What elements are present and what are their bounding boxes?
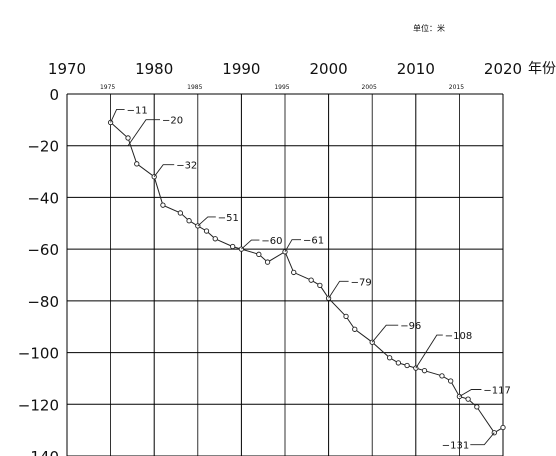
- series-line: [110, 122, 504, 434]
- data-point: [256, 251, 262, 257]
- x-major-tick-label: 2020: [484, 60, 522, 78]
- x-minor-tick-label: 2015: [449, 84, 464, 91]
- annotation-leader: [197, 216, 216, 227]
- annotation-label: −32: [176, 161, 197, 172]
- x-major-tick-label: 1980: [135, 60, 173, 78]
- data-point: [212, 236, 218, 242]
- annotation-label: −131: [442, 441, 469, 452]
- data-point: [343, 313, 349, 320]
- data-point: [203, 228, 210, 234]
- annotation-layer: −11 −20 −32 −51 −60 −61 −79 −96 −108 −117 −131: [110, 105, 511, 452]
- data-point: [465, 396, 471, 402]
- data-point: [186, 218, 192, 224]
- data-point: [421, 368, 428, 374]
- data-point: [107, 119, 114, 126]
- data-point: [500, 424, 506, 431]
- data-point: [282, 249, 288, 255]
- data-point: [352, 326, 358, 332]
- data-point: [264, 259, 271, 265]
- data-point: [177, 210, 184, 216]
- data-point: [448, 378, 454, 384]
- annotation-label: −117: [483, 386, 510, 397]
- y-tick-label: −80: [27, 293, 59, 311]
- annotation-leader: [127, 119, 160, 146]
- annotation-label: −79: [351, 277, 372, 288]
- y-tick-label: −120: [18, 396, 59, 414]
- annotation-leader: [284, 239, 301, 252]
- data-point: [404, 362, 410, 369]
- unit-note: 单位：米: [413, 23, 445, 33]
- data-point: [230, 243, 236, 250]
- data-point: [125, 135, 131, 141]
- data-point: [474, 404, 480, 410]
- annotation-label: −20: [162, 116, 183, 127]
- x-minor-tick-label: 1985: [187, 84, 202, 91]
- data-point: [456, 393, 463, 400]
- x-tick-labels: 1970 1980 1990 2000 2010 2020 1975 1985 1995 2005…: [48, 60, 522, 91]
- annotation-label: −108: [445, 331, 472, 342]
- y-tick-label: −100: [18, 345, 59, 363]
- annotation-leader: [415, 334, 443, 369]
- y-tick-label: −40: [27, 189, 59, 207]
- annotation-label: −11: [127, 105, 148, 116]
- x-axis-label: 年份: [528, 61, 556, 77]
- series-layer: [107, 119, 506, 436]
- annotation-label: −96: [400, 321, 421, 332]
- data-point: [134, 161, 140, 167]
- y-tick-label: 0: [49, 86, 59, 104]
- data-point: [439, 373, 445, 379]
- annotation-leader: [328, 280, 349, 299]
- x-major-tick-label: 1990: [222, 60, 260, 78]
- annotation-leader: [371, 324, 399, 343]
- data-point: [386, 355, 393, 361]
- grid: [66, 93, 504, 456]
- x-minor-tick-label: 1995: [274, 84, 289, 91]
- x-major-tick-label: 2010: [397, 60, 435, 78]
- annotation-leader: [241, 239, 260, 250]
- data-point: [395, 360, 402, 366]
- y-tick-label: −60: [27, 241, 59, 259]
- x-major-tick-label: 2000: [310, 60, 348, 78]
- data-point: [308, 277, 314, 283]
- annotation-label: −51: [218, 213, 239, 224]
- y-tick-label: −140: [18, 448, 59, 456]
- annotation-leader: [110, 108, 125, 123]
- annotation-label: −61: [303, 236, 324, 247]
- annotation-label: −60: [261, 236, 282, 247]
- annotation-leader: [470, 432, 495, 446]
- y-tick-label: −20: [27, 138, 59, 156]
- annotation-leader: [459, 389, 482, 397]
- data-point: [317, 282, 323, 288]
- data-point: [160, 202, 166, 208]
- x-major-tick-label: 1970: [48, 60, 86, 78]
- y-tick-labels: 0 −20 −40 −60 −80 −100 −120 −140: [18, 86, 59, 456]
- x-minor-tick-label: 2005: [362, 84, 377, 91]
- x-minor-tick-label: 1975: [100, 84, 115, 91]
- data-point: [291, 269, 297, 276]
- annotation-leader: [153, 164, 175, 177]
